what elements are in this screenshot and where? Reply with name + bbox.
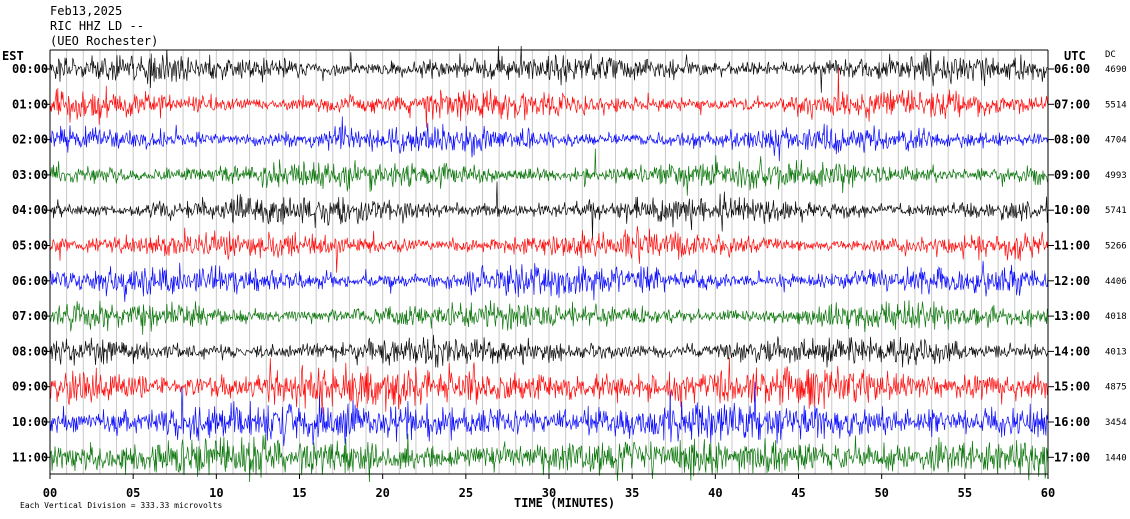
est-hour-label: 00:00 [12, 62, 48, 76]
est-hour-label: 09:00 [12, 380, 48, 394]
dc-offset-label: 4993 [1105, 171, 1127, 181]
utc-hour-label: 13:00 [1054, 309, 1090, 323]
utc-hour-label: 17:00 [1054, 450, 1090, 464]
scale-note: Each Vertical Division = 333.33 microvol… [20, 501, 222, 510]
dc-offset-label: 5741 [1105, 206, 1127, 216]
dc-offset-label: 3454 [1105, 418, 1127, 428]
est-hour-label: 07:00 [12, 309, 48, 323]
utc-hour-label: 11:00 [1054, 239, 1090, 253]
x-tick-label: 60 [1041, 486, 1055, 500]
seismic-trace-0900 [49, 357, 1049, 414]
left-axis-label: EST [2, 49, 24, 63]
x-axis-title: TIME (MINUTES) [514, 496, 615, 510]
est-hour-label: 06:00 [12, 274, 48, 288]
est-hour-label: 03:00 [12, 168, 48, 182]
dc-offset-label: 1440 [1105, 453, 1127, 463]
header-site: (UEO Rochester) [50, 34, 158, 48]
dc-offset-labels: 4690 5514 4704 4993 5741 5266 4406 4018 4013 4875… [1105, 65, 1127, 463]
seismic-trace-0200 [49, 116, 1049, 162]
seismic-trace-1000 [49, 381, 1049, 447]
header-channel: RIC HHZ LD -- [50, 19, 144, 33]
x-tick-label: 50 [874, 486, 888, 500]
right-axis-label: UTC [1064, 49, 1086, 63]
seismic-trace-0100 [49, 67, 1049, 128]
utc-hour-label: 16:00 [1054, 415, 1090, 429]
seismic-trace-0600 [49, 260, 1049, 302]
dc-offset-label: 4013 [1105, 347, 1127, 357]
est-hour-labels: 00:00 01:00 02:00 03:00 04:00 05:00 06:00 07:00… [12, 62, 50, 464]
utc-hour-label: 12:00 [1054, 274, 1090, 288]
x-tick-label: 10 [209, 486, 223, 500]
utc-hour-label: 10:00 [1054, 203, 1090, 217]
est-hour-label: 10:00 [12, 415, 48, 429]
est-hour-label: 01:00 [12, 97, 48, 111]
dc-offset-label: 4018 [1105, 312, 1127, 322]
utc-hour-label: 06:00 [1054, 62, 1090, 76]
x-tick-label: 00 [43, 486, 57, 500]
est-hour-label: 11:00 [12, 450, 48, 464]
x-tick-label: 40 [708, 486, 722, 500]
dc-offset-label: 5514 [1105, 100, 1127, 110]
x-axis-ticks: 00 05 10 15 20 25 30 35 40 45 50 55 60 [43, 474, 1055, 500]
utc-hour-label: 15:00 [1054, 380, 1090, 394]
utc-hour-labels: 06:00 07:00 08:00 09:00 10:00 11:00 12:00 13:00… [1048, 62, 1090, 464]
utc-hour-label: 09:00 [1054, 168, 1090, 182]
utc-hour-label: 08:00 [1054, 133, 1090, 147]
seismic-trace-0700 [49, 300, 1049, 335]
x-tick-label: 20 [375, 486, 389, 500]
est-hour-label: 04:00 [12, 203, 48, 217]
x-tick-label: 45 [791, 486, 805, 500]
seismic-traces [49, 45, 1049, 483]
est-hour-label: 02:00 [12, 133, 48, 147]
x-tick-label: 35 [625, 486, 639, 500]
seismic-trace-0000 [49, 45, 1049, 93]
x-tick-label: 55 [958, 486, 972, 500]
minute-gridlines [66, 50, 1032, 474]
est-hour-label: 08:00 [12, 344, 48, 358]
dc-offset-label: 5266 [1105, 242, 1127, 252]
dc-offset-label: 4875 [1105, 383, 1127, 393]
seismic-trace-0300 [49, 148, 1049, 196]
seismic-trace-0500 [49, 226, 1049, 273]
dc-offset-label: 4406 [1105, 277, 1127, 287]
x-tick-label: 25 [459, 486, 473, 500]
header-date: Feb13,2025 [50, 4, 122, 18]
dc-offset-label: 4690 [1105, 65, 1127, 75]
est-hour-label: 05:00 [12, 239, 48, 253]
x-tick-label: 15 [292, 486, 306, 500]
utc-hour-label: 07:00 [1054, 97, 1090, 111]
x-tick-label: 05 [126, 486, 140, 500]
x-tick-label: 30 [542, 486, 556, 500]
utc-hour-label: 14:00 [1054, 344, 1090, 358]
seismic-trace-0800 [49, 334, 1049, 368]
dc-offset-label: 4704 [1105, 136, 1127, 146]
seismic-trace-0400 [49, 181, 1049, 240]
dc-axis-label: DC [1105, 50, 1116, 60]
